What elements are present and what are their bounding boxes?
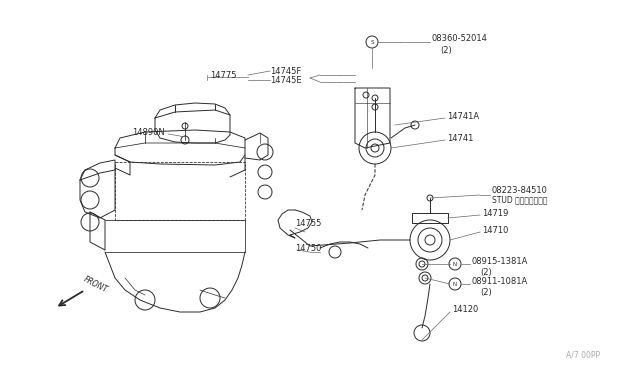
Text: 14741: 14741 xyxy=(447,134,474,142)
Text: S: S xyxy=(371,39,374,45)
Text: 08360-52014: 08360-52014 xyxy=(432,33,488,42)
Text: (2): (2) xyxy=(440,45,452,55)
Text: (2): (2) xyxy=(480,267,492,276)
Text: 14750: 14750 xyxy=(295,244,321,253)
Text: 14755: 14755 xyxy=(295,218,321,228)
Text: 14775: 14775 xyxy=(210,71,237,80)
Text: (2): (2) xyxy=(480,288,492,296)
Text: 14745E: 14745E xyxy=(270,76,301,84)
Text: FRONT: FRONT xyxy=(82,275,109,295)
Text: STUD スタッド（２）: STUD スタッド（２） xyxy=(492,196,547,205)
Text: 14120: 14120 xyxy=(452,305,478,314)
Text: N: N xyxy=(453,262,457,266)
Text: A/7 00PP: A/7 00PP xyxy=(566,351,600,360)
Text: 14890N: 14890N xyxy=(132,128,164,137)
Text: 08915-1381A: 08915-1381A xyxy=(472,257,529,266)
Text: 14745F: 14745F xyxy=(270,67,301,76)
Text: 08223-84510: 08223-84510 xyxy=(492,186,548,195)
Text: 14710: 14710 xyxy=(482,225,508,234)
Text: 14741A: 14741A xyxy=(447,112,479,121)
Text: 14719: 14719 xyxy=(482,208,508,218)
Text: 08911-1081A: 08911-1081A xyxy=(472,276,528,285)
Text: N: N xyxy=(453,282,457,286)
